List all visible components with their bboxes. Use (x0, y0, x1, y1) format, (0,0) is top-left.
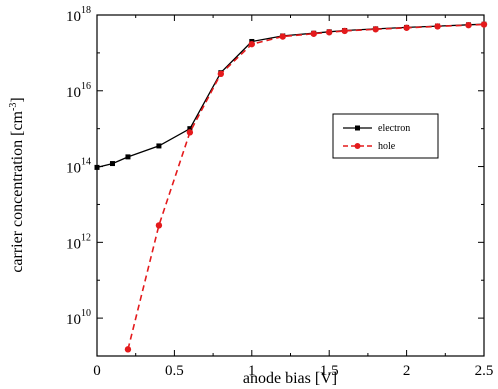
y-tick-label-exponent: 16 (81, 81, 91, 92)
data-point-hole (279, 33, 286, 40)
y-tick-label-exponent: 18 (81, 5, 91, 16)
data-point-electron (109, 161, 115, 167)
legend-hole-label: hole (378, 141, 396, 152)
y-tick-label: 1014 (66, 157, 91, 177)
data-point-hole (434, 23, 441, 30)
y-tick-label: 1016 (66, 81, 91, 101)
data-point-hole (341, 27, 348, 35)
y-tick-label: 1012 (66, 232, 91, 252)
x-tick-label: 2 (403, 363, 411, 379)
y-axis-title-superscript: -3 (8, 103, 19, 111)
x-axis-title: anode bias [V] (243, 370, 337, 387)
data-point-hole (465, 21, 472, 29)
data-point-hole (403, 24, 410, 31)
y-tick-label: 1018 (66, 5, 91, 25)
x-axis: 0 0.5 1 1.5 2 2.5 (93, 15, 493, 379)
y-axis-title-text: carrier concentration [cm (9, 110, 26, 272)
y-tick-label-exponent: 10 (81, 308, 91, 319)
x-tick-label: 2.5 (475, 363, 494, 379)
x-tick-label: 0.5 (165, 363, 184, 379)
x-tick-label: 1.5 (320, 363, 339, 379)
legend-electron-marker (355, 125, 360, 131)
y-axis-title: carrier concentration [cm-3] (8, 97, 26, 272)
y-tick-label-exponent: 14 (81, 157, 91, 168)
plot-area (96, 14, 485, 357)
legend-electron-label: electron (378, 123, 410, 134)
legend-hole-marker (354, 143, 361, 149)
y-tick-label-base: 10 (66, 161, 81, 177)
x-tick-label: 1 (248, 363, 256, 379)
series-layer (94, 21, 488, 353)
data-point-electron (94, 164, 100, 170)
legend: electron hole (332, 113, 439, 159)
x-tick-label: 0 (93, 363, 101, 379)
data-point-hole (217, 70, 225, 78)
y-tick-label-base: 10 (66, 9, 81, 25)
data-point-hole (480, 21, 488, 28)
data-point-electron (125, 154, 131, 160)
y-tick-label-base: 10 (66, 236, 81, 252)
data-point-hole (186, 129, 194, 136)
data-point-hole (248, 40, 255, 48)
data-point-hole (155, 222, 163, 229)
y-tick-label-base: 10 (66, 312, 81, 328)
y-tick-label: 1010 (66, 308, 91, 328)
y-axis-title-suffix: ] (9, 97, 26, 102)
data-point-electron (187, 126, 193, 132)
y-tick-label-base: 10 (66, 85, 81, 101)
legend-box (332, 113, 439, 159)
data-point-hole (310, 30, 317, 37)
data-point-electron (156, 143, 162, 149)
plot-frame (96, 14, 485, 357)
data-point-hole (372, 26, 379, 33)
y-tick-label-exponent: 12 (81, 232, 91, 243)
data-point-hole (124, 346, 132, 353)
series-line-hole (127, 23, 485, 350)
data-point-hole (326, 29, 333, 36)
